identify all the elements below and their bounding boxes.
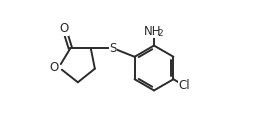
Text: NH: NH — [143, 25, 161, 38]
Text: O: O — [59, 22, 69, 35]
Text: Cl: Cl — [178, 79, 189, 92]
Text: S: S — [109, 42, 116, 55]
Text: O: O — [49, 61, 58, 74]
Text: 2: 2 — [157, 29, 162, 38]
